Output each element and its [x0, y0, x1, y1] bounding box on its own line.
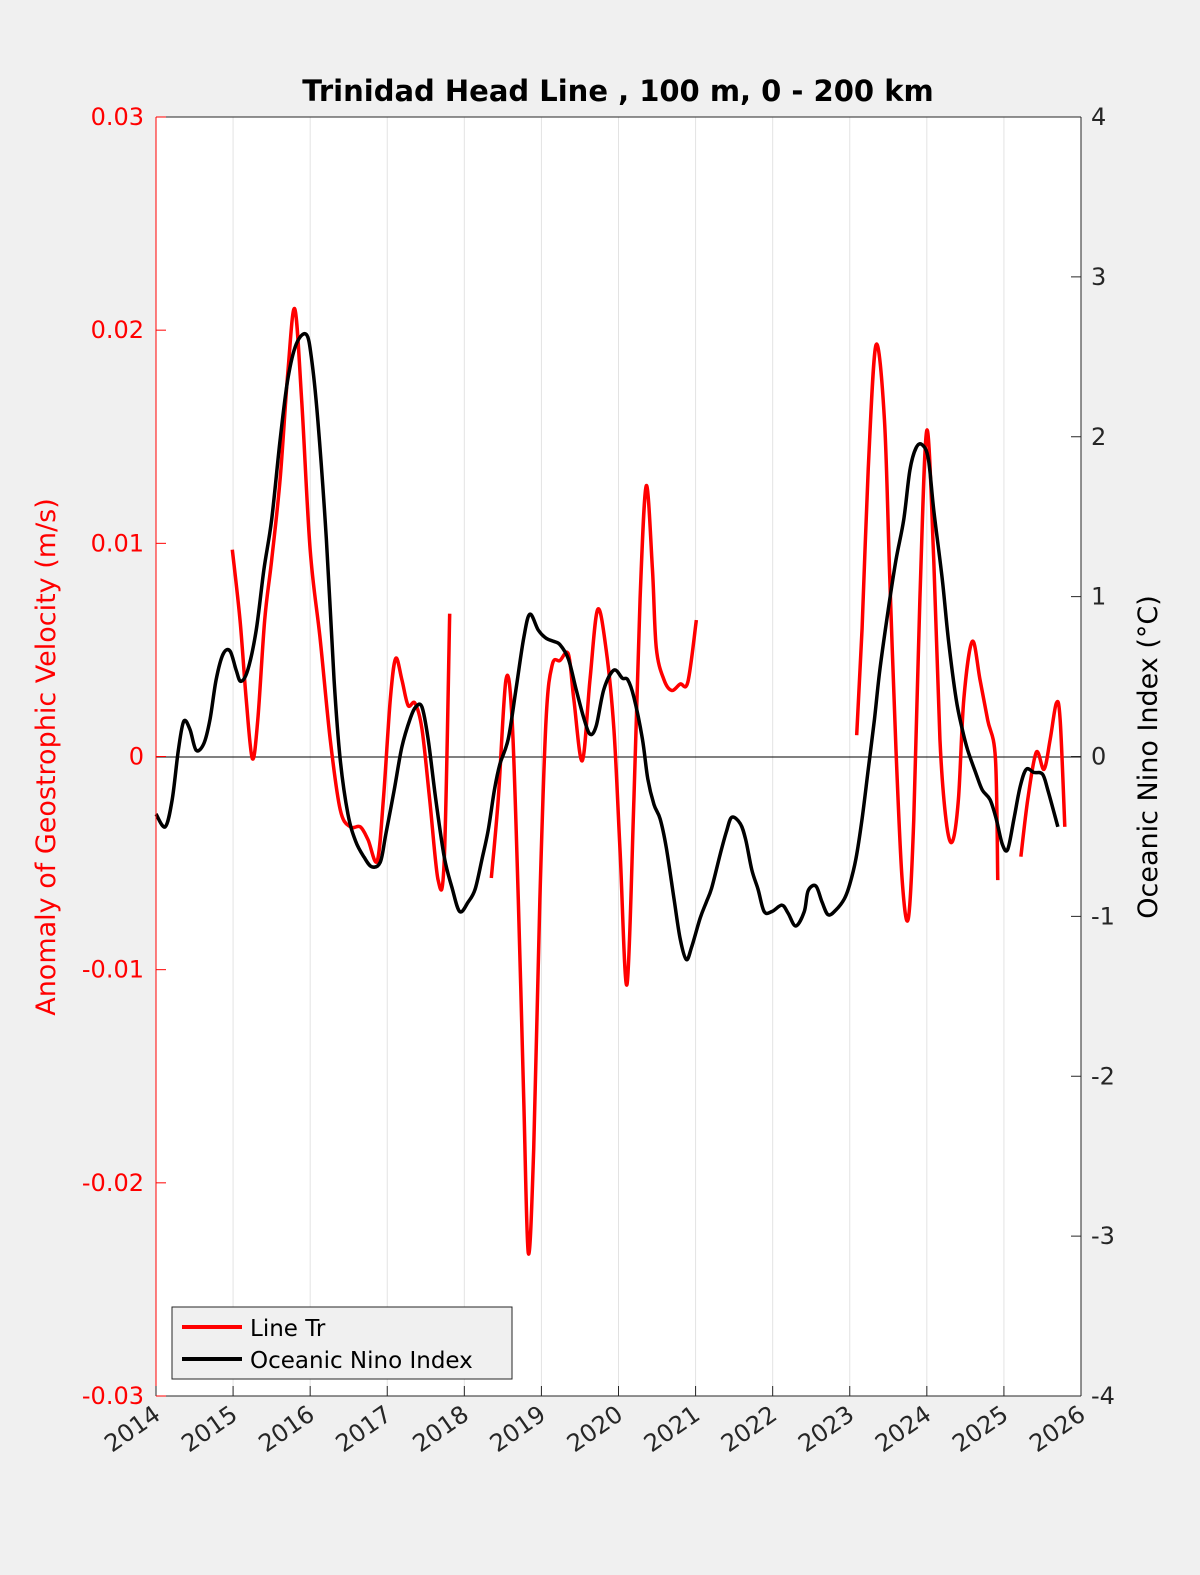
x-tick-label: 2021	[639, 1400, 705, 1458]
y-right-tick-label: 0	[1091, 743, 1106, 771]
y-left-tick-label: -0.03	[82, 1382, 144, 1410]
x-tick-label: 2022	[716, 1400, 782, 1458]
y-left-tick-label: 0	[129, 743, 144, 771]
chart-title: Trinidad Head Line , 100 m, 0 - 200 km	[302, 74, 933, 108]
x-tick-label: 2018	[408, 1400, 474, 1458]
legend[interactable]: Line Tr Oceanic Nino Index	[171, 1306, 513, 1380]
y-left-tick-label: 0.03	[91, 103, 144, 131]
legend-label-oni: Oceanic Nino Index	[250, 1348, 473, 1374]
y-right-tick-label: 2	[1091, 423, 1106, 451]
x-tick-label: 2015	[176, 1400, 242, 1458]
x-tick-label: 2017	[331, 1400, 397, 1458]
y-left-tick-label: -0.01	[82, 956, 144, 984]
y-right-tick-label: -1	[1091, 902, 1115, 930]
series-line-line-tr	[1019, 699, 1067, 857]
y-axis-right-label: Oceanic Nino Index (°C)	[1133, 595, 1164, 919]
x-tick-label: 2023	[793, 1400, 859, 1458]
series-line-line-tr	[230, 307, 452, 892]
y-right-tick-label: 4	[1091, 103, 1106, 131]
y-left-tick-label: 0.01	[91, 529, 144, 557]
y-right-tick-label: 1	[1091, 583, 1106, 611]
legend-label-line-tr: Line Tr	[250, 1316, 326, 1342]
x-tick-label: 2016	[254, 1400, 320, 1458]
y-right-tick-label: 3	[1091, 263, 1106, 291]
series-group	[154, 307, 1067, 1256]
y-right-tick-label: -3	[1091, 1222, 1115, 1250]
y-left-tick-label: -0.02	[82, 1169, 144, 1197]
series-line-oceanic-nino-index	[154, 332, 1060, 962]
y-left-tick-label: 0.02	[91, 316, 144, 344]
x-tick-label: 2020	[562, 1400, 628, 1458]
y-axis-left-label: Anomaly of Geostrophic Velocity (m/s)	[31, 498, 62, 1016]
series-line-line-tr	[854, 342, 1000, 923]
series-line-line-tr	[489, 484, 699, 1256]
x-tick-label: 2024	[870, 1400, 936, 1458]
legend-box	[171, 1306, 513, 1380]
x-tick-label: 2019	[485, 1400, 551, 1458]
y-right-tick-label: -2	[1091, 1062, 1115, 1090]
x-tick-label: 2025	[947, 1400, 1013, 1458]
y-right-tick-label: -4	[1091, 1382, 1115, 1410]
x-tick-label: 2026	[1024, 1400, 1090, 1458]
